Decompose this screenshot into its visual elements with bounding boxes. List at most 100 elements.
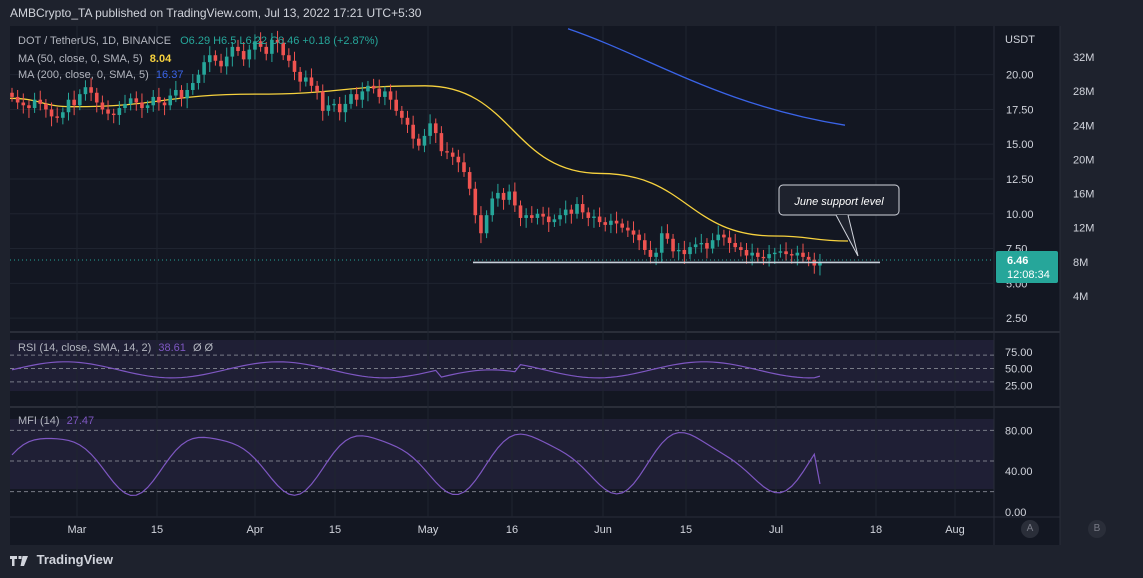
scale-button-b[interactable]: B	[1088, 520, 1106, 538]
candle-body	[789, 254, 794, 256]
candle-body	[603, 222, 608, 225]
candle-body	[665, 233, 670, 239]
candle-body	[388, 91, 393, 100]
rsi-legend[interactable]: RSI (14, close, SMA, 14, 2) 38.61 Ø Ø	[18, 342, 213, 354]
price-tick-label: 2.50	[1006, 313, 1027, 325]
candle-body	[518, 205, 523, 218]
candle-body	[61, 112, 65, 118]
candle-body	[309, 77, 314, 86]
candle-body	[473, 188, 478, 216]
last-price-bg	[996, 251, 1058, 283]
candle-body	[552, 219, 557, 223]
candle-body	[620, 223, 624, 228]
candle-body	[778, 251, 783, 253]
volume-tick-label: 20M	[1073, 154, 1094, 166]
candle-body	[654, 252, 658, 257]
x-tick-label: May	[418, 524, 439, 536]
price-tick-label: 10.00	[1006, 209, 1034, 221]
chart-area[interactable]	[10, 26, 1060, 545]
candle-body	[750, 252, 754, 256]
mfi-tick-label: 80.00	[1005, 425, 1033, 437]
candle-body	[128, 98, 133, 104]
candle-body	[258, 41, 263, 47]
candle-body	[513, 191, 517, 206]
candle-body	[507, 191, 511, 200]
main-legend-symbol[interactable]: DOT / TetherUS, 1D, BINANCE O6.29 H6.5 L…	[18, 35, 378, 47]
candle-body	[337, 103, 342, 113]
candle-body	[597, 216, 602, 223]
candle-body	[479, 215, 483, 234]
candle-body	[806, 256, 811, 260]
candle-body	[484, 215, 489, 234]
candle-body	[569, 209, 574, 214]
candle-body	[55, 116, 59, 118]
candle-body	[705, 242, 709, 249]
footer-brand: TradingView	[10, 552, 113, 567]
x-tick-label: Jul	[769, 524, 783, 536]
candle-body	[179, 89, 184, 99]
candle-body	[304, 77, 308, 82]
ma50-series	[9, 85, 849, 242]
annotation-callout[interactable]: June support level	[778, 184, 900, 257]
candle-body	[411, 124, 415, 139]
candle-body	[15, 96, 20, 103]
rsi-line	[11, 361, 821, 379]
candle-body	[100, 102, 105, 110]
candle-body	[89, 87, 93, 93]
mfi-tick-label: 40.00	[1005, 466, 1033, 478]
x-tick-label: 18	[870, 524, 882, 536]
x-tick-label: Aug	[945, 524, 965, 536]
ma200-value: 16.37	[155, 69, 184, 81]
candle-body	[496, 192, 500, 199]
candle-body	[659, 233, 664, 253]
candle-body	[94, 92, 99, 103]
candle-body	[580, 204, 585, 213]
rsi-extra: Ø Ø	[192, 342, 214, 354]
candle-body	[224, 56, 229, 67]
volume-tick-label: 32M	[1073, 52, 1094, 64]
ma200-label: MA (200, close, 0, SMA, 5)	[18, 69, 149, 81]
candle-body	[422, 135, 427, 146]
candle-body	[354, 94, 359, 100]
volume-tick-label: 16M	[1073, 189, 1094, 201]
candle-body	[275, 39, 280, 43]
tradingview-logo-icon	[10, 555, 28, 566]
rsi-series	[10, 354, 994, 383]
candle-body	[450, 152, 455, 157]
candle-body	[501, 192, 506, 200]
scale-button-a[interactable]: A	[1021, 520, 1039, 538]
candle-body	[298, 71, 302, 82]
candle-body	[467, 172, 472, 189]
x-tick-label: Apr	[246, 524, 263, 536]
rsi-tick-label: 25.00	[1005, 380, 1033, 392]
ma50-legend[interactable]: MA (50, close, 0, SMA, 5) 8.04	[18, 53, 171, 65]
candle-body	[264, 46, 269, 54]
candle-body	[287, 55, 291, 61]
x-axis-ticks: Mar 15 Apr 15 May 16 Jun 15 Jul 18 Aug	[68, 524, 965, 536]
candle-body	[744, 249, 749, 256]
candle-body	[349, 94, 353, 104]
candle-body	[78, 94, 82, 106]
candle-body	[722, 234, 726, 238]
candle-body	[44, 103, 48, 110]
candle-body	[546, 216, 551, 223]
candle-body	[162, 102, 167, 106]
volume-tick-label: 28M	[1073, 86, 1094, 98]
rsi-tick-label: 75.00	[1005, 347, 1033, 359]
candle-body	[151, 96, 156, 106]
mfi-line	[11, 431, 821, 496]
candle-body	[360, 91, 365, 100]
price-tick-label: 20.00	[1006, 70, 1034, 82]
ma200-legend[interactable]: MA (200, close, 0, SMA, 5) 16.37	[18, 69, 183, 81]
candle-body	[207, 55, 212, 63]
candle-body	[157, 96, 161, 103]
candle-body	[21, 102, 26, 106]
mfi-ticks: 80.00 40.00 0.00	[1005, 425, 1033, 519]
candle-body	[400, 110, 404, 118]
candle-body	[270, 39, 274, 54]
candle-body	[676, 249, 681, 252]
rsi-label: RSI (14, close, SMA, 14, 2)	[18, 342, 152, 354]
mfi-legend[interactable]: MFI (14) 27.47	[18, 415, 94, 427]
candle-body	[575, 204, 579, 214]
